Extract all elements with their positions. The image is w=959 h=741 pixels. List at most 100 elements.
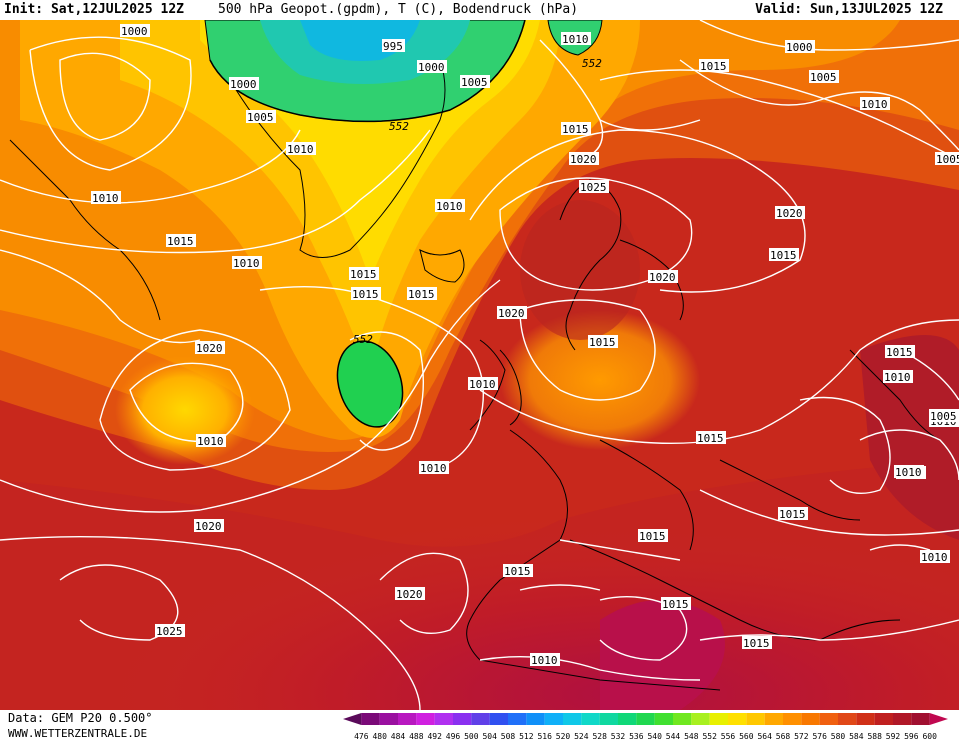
legend-swatch [379, 713, 398, 725]
svg-text:1005: 1005 [461, 76, 488, 89]
legend-tick-label: 516 [537, 732, 552, 741]
isobar-label: 1015 [742, 636, 772, 650]
isobar-label: 1010 [286, 142, 316, 156]
isobar-label: 1005 [246, 110, 276, 124]
legend-swatch [819, 713, 838, 725]
isobar-label: 1015 [778, 507, 808, 521]
svg-text:1010: 1010 [469, 378, 496, 391]
svg-text:1000: 1000 [230, 78, 257, 91]
data-source: Data: GEM P20 0.500° [8, 711, 153, 725]
isobar-label: 1015 [699, 59, 729, 73]
isobar-label: 1015 [696, 431, 726, 445]
isobar-label: 1005 [929, 409, 959, 423]
legend-swatch [911, 713, 930, 725]
valid-time: Valid: Sun,13JUL2025 12Z [755, 2, 943, 17]
svg-text:1010: 1010 [921, 551, 948, 564]
isobar-label: 1010 [920, 550, 950, 564]
legend-tick-label: 576 [812, 732, 827, 741]
isobar-label: 1020 [497, 306, 527, 320]
legend-tick-label: 496 [446, 732, 461, 741]
legend-tick-label: 556 [721, 732, 736, 741]
isobar-label: 1015 [349, 267, 379, 281]
svg-text:1015: 1015 [700, 60, 727, 73]
svg-text:995: 995 [383, 40, 403, 53]
svg-text:1010: 1010 [861, 98, 888, 111]
legend-swatch [801, 713, 820, 725]
svg-text:1015: 1015 [504, 565, 531, 578]
svg-text:1000: 1000 [121, 25, 148, 38]
legend-tick-label: 588 [867, 732, 882, 741]
legend-tick-label: 544 [666, 732, 681, 741]
isobar-label: 1020 [648, 270, 678, 284]
legend-swatch [893, 713, 912, 725]
legend-swatch [764, 713, 783, 725]
isobar-label: 1010 [196, 434, 226, 448]
chart-footer: Data: GEM P20 0.500° WWW.WETTERZENTRALE.… [0, 710, 959, 741]
isobar-label: 1015 [885, 345, 915, 359]
svg-text:1025: 1025 [580, 181, 607, 194]
svg-text:1015: 1015 [589, 336, 616, 349]
legend-tick-label: 596 [904, 732, 919, 741]
svg-text:552: 552 [389, 120, 409, 133]
svg-text:1010: 1010 [287, 143, 314, 156]
svg-text:1010: 1010 [92, 192, 119, 205]
geopotential-552-contour [209, 20, 526, 123]
isobar-label: 1020 [569, 152, 599, 166]
geopotential-label: 552 [353, 333, 373, 346]
legend-swatch [691, 713, 710, 725]
isobar-label: 1005 [935, 152, 959, 166]
legend-swatch [508, 713, 527, 725]
isobar-label: 1015 [769, 248, 799, 262]
legend-swatch [581, 713, 600, 725]
isobar-label: 1010 [435, 199, 465, 213]
legend-tick-label: 492 [427, 732, 442, 741]
svg-text:1005: 1005 [936, 153, 959, 166]
chart-header: Init: Sat,12JUL2025 12Z 500 hPa Geopot.(… [0, 0, 959, 20]
legend-tick-label: 512 [519, 732, 534, 741]
svg-text:1005: 1005 [930, 410, 957, 423]
geopotential-label: 552 [389, 120, 409, 133]
chart-title: 500 hPa Geopot.(gpdm), T (C), Bodendruck… [218, 2, 579, 17]
svg-text:1020: 1020 [195, 520, 222, 533]
isobar-label: 1020 [194, 519, 224, 533]
svg-text:1015: 1015 [886, 346, 913, 359]
svg-text:1010: 1010 [420, 462, 447, 475]
legend-swatch [746, 713, 765, 725]
legend-tick-label: 508 [501, 732, 516, 741]
legend-swatch [783, 713, 802, 725]
legend-tick-label: 532 [611, 732, 626, 741]
svg-text:1010: 1010 [436, 200, 463, 213]
legend-swatch [599, 713, 618, 725]
isobar-label: 1015 [166, 234, 196, 248]
isobar-labels: 1000 995 1000 1005 1000 1005 1010 1010 552 552 101… [91, 24, 959, 667]
isobar-label: 1010 [468, 377, 498, 391]
isobar-label: 1015 [407, 287, 437, 301]
legend-tick-label: 564 [757, 732, 772, 741]
legend-swatch [654, 713, 673, 725]
svg-text:1000: 1000 [786, 41, 813, 54]
svg-text:1020: 1020 [396, 588, 423, 601]
legend-tick-label: 536 [629, 732, 644, 741]
legend-swatch [544, 713, 563, 725]
svg-text:552: 552 [582, 57, 602, 70]
atlantic-cutoff-low [336, 340, 404, 428]
legend-swatch [398, 713, 417, 725]
website-credit: WWW.WETTERZENTRALE.DE [8, 727, 148, 740]
legend-tick-label: 592 [886, 732, 901, 741]
legend-swatch [434, 713, 453, 725]
isobar-label: 1020 [195, 341, 225, 355]
svg-text:1010: 1010 [531, 654, 558, 667]
svg-text:1005: 1005 [810, 71, 837, 84]
svg-text:1025: 1025 [156, 625, 183, 638]
legend-swatch [489, 713, 508, 725]
legend-tick-label: 476 [354, 732, 369, 741]
isobar-label: 1010 [91, 191, 121, 205]
legend-swatch [728, 713, 747, 725]
svg-text:1015: 1015 [697, 432, 724, 445]
legend-swatch [343, 713, 362, 725]
legend-swatch [856, 713, 875, 725]
legend-tick-label: 528 [592, 732, 607, 741]
isobar-label: 1010 [232, 256, 262, 270]
legend-swatch [361, 713, 380, 725]
legend-swatch [526, 713, 545, 725]
